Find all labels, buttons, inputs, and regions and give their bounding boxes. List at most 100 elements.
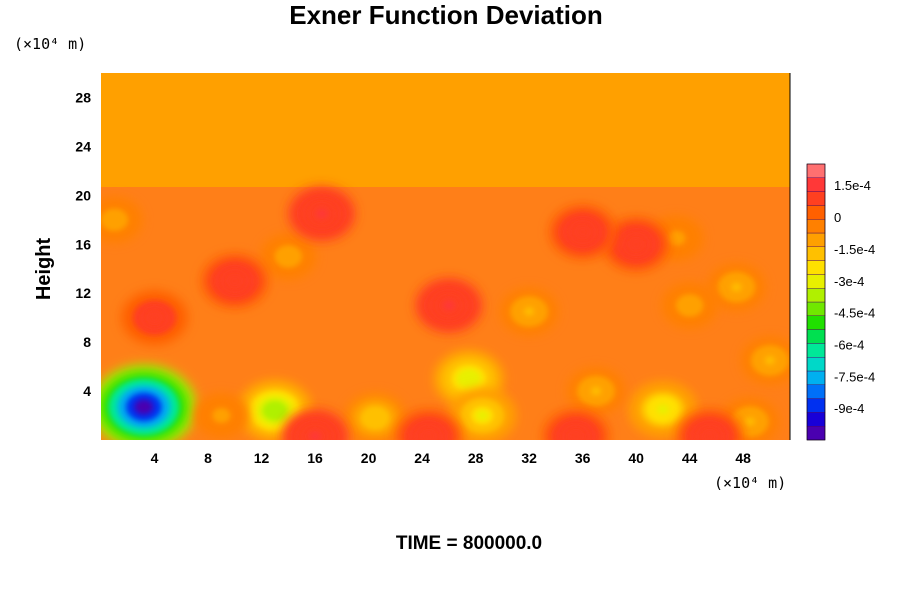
colorbar-label: -1.5e-4 — [834, 242, 875, 257]
contour-ring — [315, 209, 328, 219]
contour-feature — [195, 394, 248, 437]
contour-ring — [570, 431, 582, 440]
chart-title: Exner Function Deviation — [289, 0, 603, 30]
contour-feature — [122, 291, 188, 344]
contour-ring — [216, 411, 227, 420]
colorbar-swatch — [806, 329, 826, 344]
y-tick-label: 4 — [83, 383, 91, 399]
contour-ring — [731, 283, 742, 292]
colorbar-swatch — [806, 370, 826, 386]
contour-feature — [662, 283, 717, 328]
colorbar-frame — [806, 163, 826, 441]
x-tick-label: 36 — [575, 450, 591, 466]
x-tick-label: 40 — [628, 450, 644, 466]
contour-feature — [101, 364, 197, 440]
contour-ring — [590, 387, 602, 396]
x-unit-label: (×10⁴ m) — [714, 474, 786, 492]
colorbar-swatch — [806, 357, 826, 372]
contour-feature — [550, 206, 616, 259]
y-tick-label: 12 — [75, 285, 91, 301]
y-tick-label: 16 — [75, 236, 91, 252]
x-axis: 4 8 12 16 20 24 28 32 36 40 44 48 — [151, 450, 752, 466]
colorbar-swatch — [806, 412, 826, 427]
contour-feature — [721, 399, 778, 440]
colorbar-swatch — [806, 191, 826, 206]
colorbar-swatch — [806, 384, 826, 399]
contour-feature — [416, 279, 482, 332]
plot-area — [101, 73, 790, 440]
x-tick-label: 20 — [361, 450, 377, 466]
colorbar-swatch — [806, 315, 826, 330]
colorbar-swatch — [806, 177, 826, 192]
y-tick-label: 8 — [83, 334, 91, 350]
contour-feature — [629, 382, 697, 437]
contour-ring — [703, 431, 716, 440]
x-tick-label: 16 — [307, 450, 323, 466]
contour-features — [101, 187, 790, 440]
colorbar-swatch — [806, 218, 826, 234]
contour-ring — [630, 239, 642, 249]
contour-feature — [500, 289, 558, 335]
colorbar-label: 0 — [834, 210, 841, 225]
contour-ring — [369, 413, 381, 423]
y-axis-label: Height — [33, 238, 55, 301]
x-tick-label: 12 — [254, 450, 270, 466]
y-axis: 4 8 12 16 20 24 28 — [75, 89, 91, 399]
contour-ring — [462, 373, 476, 384]
y-tick-label: 20 — [75, 187, 91, 203]
contour-ring — [422, 431, 435, 440]
contour-feature — [449, 389, 516, 440]
x-tick-label: 4 — [151, 450, 159, 466]
colorbar-label: -6e-4 — [834, 337, 864, 352]
contour-feature — [101, 198, 142, 242]
x-tick-label: 24 — [414, 450, 430, 466]
contour-feature — [741, 337, 790, 383]
contour-ring — [656, 404, 669, 415]
contour-feature — [345, 393, 406, 440]
x-tick-label: 28 — [468, 450, 484, 466]
colorbar-swatch — [806, 426, 826, 441]
time-label: TIME = 800000.0 — [396, 533, 542, 554]
contour-ring — [671, 234, 682, 242]
contour-feature — [677, 410, 743, 440]
contour-ring — [134, 399, 154, 415]
contour-ring — [283, 252, 294, 261]
contour-feature — [708, 264, 765, 310]
contour-ring — [764, 356, 775, 365]
contour-ring — [228, 276, 241, 286]
contour-ring — [524, 307, 535, 316]
contour-ring — [576, 227, 589, 237]
x-tick-label: 48 — [735, 450, 751, 466]
colorbar-swatch — [806, 301, 826, 317]
x-tick-label: 44 — [682, 450, 698, 466]
colorbar-label: -9e-4 — [834, 401, 864, 416]
colorbar-swatch — [806, 288, 826, 303]
colorbar-swatch — [806, 343, 826, 358]
contour-ring — [684, 301, 695, 310]
y-tick-label: 24 — [75, 138, 91, 154]
colorbar-swatch — [806, 205, 826, 220]
colorbar-swatch — [806, 398, 826, 413]
contour-feature — [282, 410, 348, 440]
colorbar-swatch — [806, 246, 826, 261]
contour-feature — [202, 254, 268, 307]
colorbar-label: -4.5e-4 — [834, 306, 875, 321]
contour-feature — [567, 368, 625, 414]
colorbar-swatch — [806, 260, 826, 275]
contour-ring — [476, 410, 489, 421]
y-unit-label: (×10⁴ m) — [14, 35, 86, 53]
colorbar-label: -3e-4 — [834, 274, 864, 289]
x-tick-label: 8 — [204, 450, 212, 466]
contour-ring — [442, 300, 455, 311]
contour-ring — [109, 215, 120, 224]
contour-feature — [603, 218, 669, 271]
contour-ring — [268, 405, 282, 417]
x-tick-label: 32 — [521, 450, 537, 466]
contour-ring — [309, 431, 321, 440]
upper-layer-field — [101, 73, 790, 187]
colorbar-swatch — [806, 274, 826, 289]
colorbar-label: 1.5e-4 — [834, 178, 871, 193]
contour-feature — [261, 234, 316, 279]
contour-feature — [396, 410, 462, 440]
